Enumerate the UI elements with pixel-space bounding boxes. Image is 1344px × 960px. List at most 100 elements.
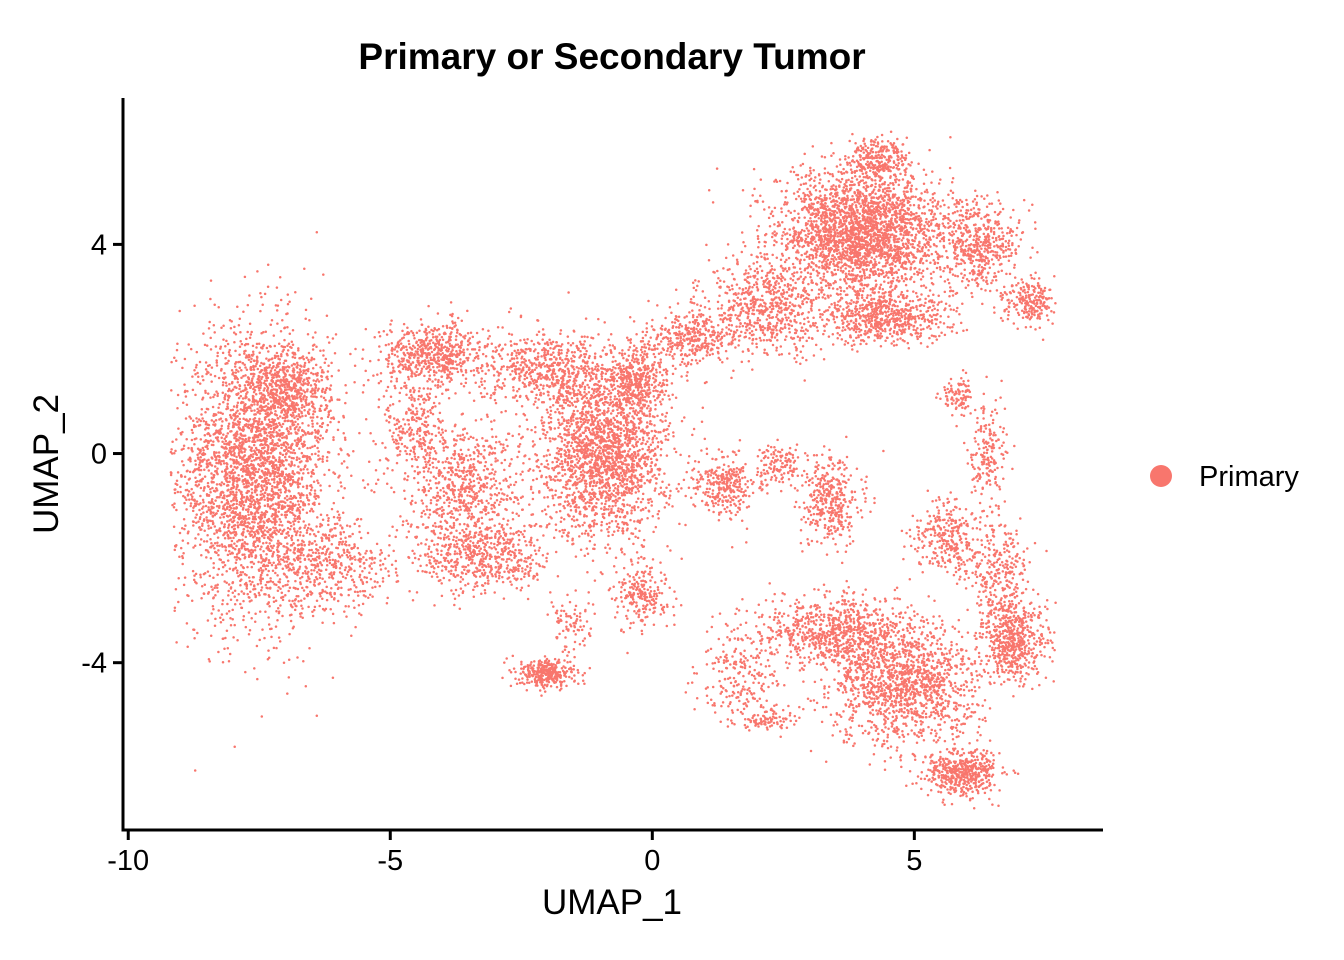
data-point xyxy=(258,364,262,368)
data-point xyxy=(295,604,298,608)
data-point xyxy=(437,380,440,384)
data-point xyxy=(186,645,189,648)
data-point xyxy=(458,332,462,336)
data-point xyxy=(209,488,212,491)
data-point xyxy=(279,491,283,494)
data-point xyxy=(284,583,287,587)
data-point xyxy=(287,450,290,453)
data-point xyxy=(173,609,176,612)
data-point xyxy=(295,458,299,462)
data-point xyxy=(212,561,215,565)
data-point xyxy=(284,445,288,449)
data-point xyxy=(228,514,232,517)
data-point xyxy=(178,531,182,535)
data-point xyxy=(364,369,367,373)
data-point xyxy=(259,432,262,436)
data-point xyxy=(297,568,300,571)
data-point xyxy=(325,536,328,540)
data-point xyxy=(276,372,280,375)
data-point xyxy=(244,386,247,390)
data-point xyxy=(235,499,239,502)
data-point xyxy=(266,263,270,266)
data-point xyxy=(287,589,290,593)
data-point xyxy=(239,584,242,587)
data-point xyxy=(411,361,415,364)
data-point xyxy=(278,276,282,279)
data-point xyxy=(196,453,199,457)
data-point xyxy=(299,387,303,391)
data-point xyxy=(278,523,281,527)
data-point xyxy=(214,413,218,416)
data-point xyxy=(207,657,211,661)
data-point xyxy=(237,452,241,455)
data-point xyxy=(183,357,187,361)
data-point xyxy=(238,426,242,430)
data-point xyxy=(480,380,483,384)
data-point xyxy=(235,430,239,433)
data-point xyxy=(183,383,186,386)
data-point xyxy=(290,543,294,547)
data-point xyxy=(249,372,253,376)
data-point xyxy=(325,563,329,567)
data-point xyxy=(263,498,266,502)
data-point xyxy=(317,441,320,444)
data-point xyxy=(328,388,332,391)
data-point xyxy=(315,577,319,581)
data-point xyxy=(314,551,318,555)
data-point xyxy=(390,563,394,567)
data-point xyxy=(238,417,242,421)
data-point xyxy=(344,576,347,580)
data-point xyxy=(260,447,264,450)
data-point xyxy=(388,543,391,547)
data-point xyxy=(228,318,232,322)
data-point xyxy=(478,385,481,388)
data-point xyxy=(210,505,213,508)
data-point xyxy=(269,498,273,501)
data-point xyxy=(297,347,300,350)
data-point xyxy=(355,586,358,589)
data-point xyxy=(195,417,198,420)
data-point xyxy=(188,456,192,459)
data-point xyxy=(232,458,236,462)
data-point xyxy=(194,366,198,369)
data-point xyxy=(198,526,201,529)
data-point xyxy=(230,446,233,450)
data-point xyxy=(291,411,295,415)
data-point xyxy=(415,331,419,334)
data-point xyxy=(201,460,204,463)
data-point xyxy=(245,482,248,485)
data-point xyxy=(245,337,248,341)
data-point xyxy=(174,588,178,591)
data-point xyxy=(235,491,238,494)
data-point xyxy=(282,482,286,486)
data-point xyxy=(273,406,277,410)
data-point xyxy=(255,510,259,513)
data-point xyxy=(226,467,229,470)
data-point xyxy=(249,483,253,486)
data-point xyxy=(226,480,229,484)
data-point xyxy=(196,420,199,424)
data-point xyxy=(305,389,309,393)
data-point xyxy=(343,487,346,490)
data-point xyxy=(213,424,217,427)
data-point xyxy=(343,543,347,546)
data-point xyxy=(242,310,245,314)
data-point xyxy=(354,625,357,629)
data-point xyxy=(316,415,319,419)
data-point xyxy=(341,496,345,500)
data-point xyxy=(222,512,226,515)
data-point xyxy=(356,546,360,550)
data-point xyxy=(416,347,420,351)
data-point xyxy=(441,431,445,434)
data-point xyxy=(256,270,259,273)
data-point xyxy=(274,398,278,402)
data-point xyxy=(369,431,372,435)
data-point xyxy=(266,530,269,533)
data-point xyxy=(358,524,361,528)
data-point xyxy=(279,604,282,607)
data-point xyxy=(255,420,258,423)
data-point xyxy=(286,407,290,411)
data-point xyxy=(452,524,456,527)
data-point xyxy=(286,385,289,389)
data-point xyxy=(256,439,259,442)
